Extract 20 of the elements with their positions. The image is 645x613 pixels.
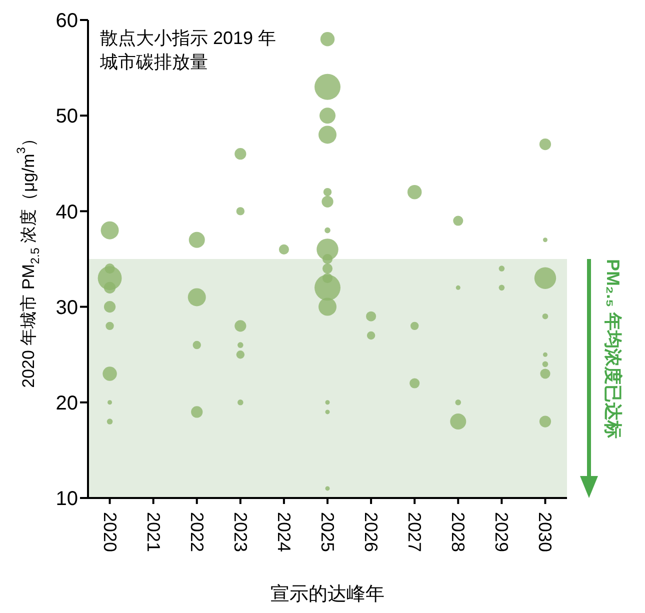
x-tick-label: 2030 [535, 512, 556, 552]
x-tick-label: 2024 [274, 512, 294, 552]
x-tick-label: 2021 [143, 512, 164, 552]
band-label: PM₂.₅ 年均浓度已达标 [603, 259, 623, 438]
y-tick-label: 20 [56, 392, 78, 414]
annotation: 散点大小指示 2019 年城市碳排放量 [100, 27, 278, 74]
y-tick-label: 60 [56, 10, 78, 32]
x-tick-label: 2026 [361, 512, 382, 552]
x-tick-label: 2028 [448, 512, 468, 552]
x-tick-label: 2020 [100, 512, 120, 552]
y-tick-label: 50 [56, 106, 78, 128]
y-tick-label: 30 [56, 296, 78, 319]
y-tick-label: 40 [56, 201, 78, 224]
x-axis-title: 宣示的达峰年 [270, 583, 384, 605]
x-tick-label: 2022 [186, 512, 207, 552]
x-tick-label: 2023 [230, 512, 250, 552]
x-tick-label: 2025 [318, 512, 338, 552]
y-tick-label: 10 [56, 488, 78, 510]
x-tick-label: 2029 [492, 512, 512, 552]
x-tick-label: 2027 [404, 512, 425, 552]
